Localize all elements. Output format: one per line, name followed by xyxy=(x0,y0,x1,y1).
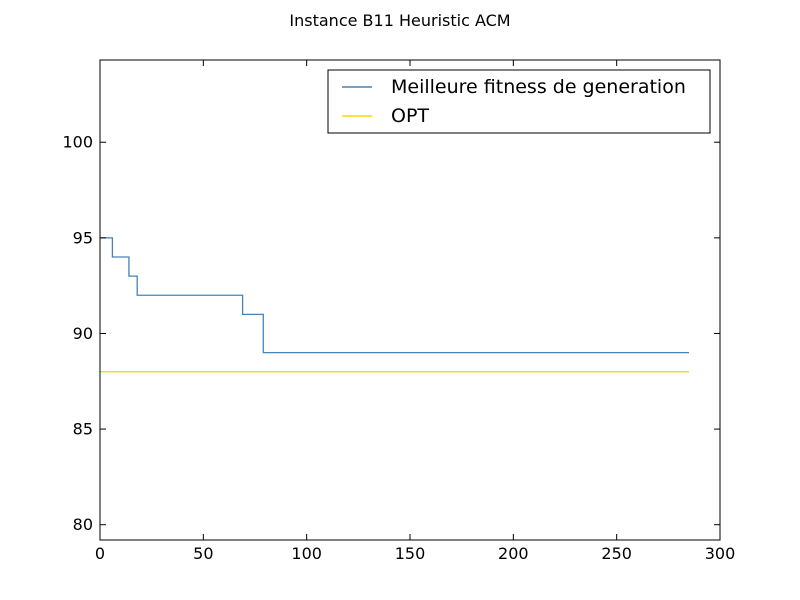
x-tick-label: 100 xyxy=(291,544,322,563)
series-line-meilleure-fitness-de-generation xyxy=(100,237,689,354)
legend-label-opt: OPT xyxy=(391,105,429,127)
x-tick-label: 250 xyxy=(601,544,632,563)
x-tick-label: 300 xyxy=(705,544,736,563)
legend-box xyxy=(327,69,711,134)
chart-title: Instance B11 Heuristic ACM xyxy=(289,11,510,30)
y-tick-label: 90 xyxy=(73,324,93,343)
x-tick-label: 150 xyxy=(395,544,426,563)
y-tick-label: 100 xyxy=(62,133,93,152)
x-tick-label: 0 xyxy=(95,544,105,563)
legend: Meilleure fitness de generation OPT xyxy=(327,69,711,134)
x-tick-label: 200 xyxy=(498,544,529,563)
y-tick-label: 85 xyxy=(73,420,93,439)
y-tick-label: 95 xyxy=(73,228,93,247)
y-tick-label: 80 xyxy=(73,515,93,534)
legend-label-meilleure-fitness: Meilleure fitness de generation xyxy=(391,76,686,98)
x-tick-label: 50 xyxy=(193,544,213,563)
